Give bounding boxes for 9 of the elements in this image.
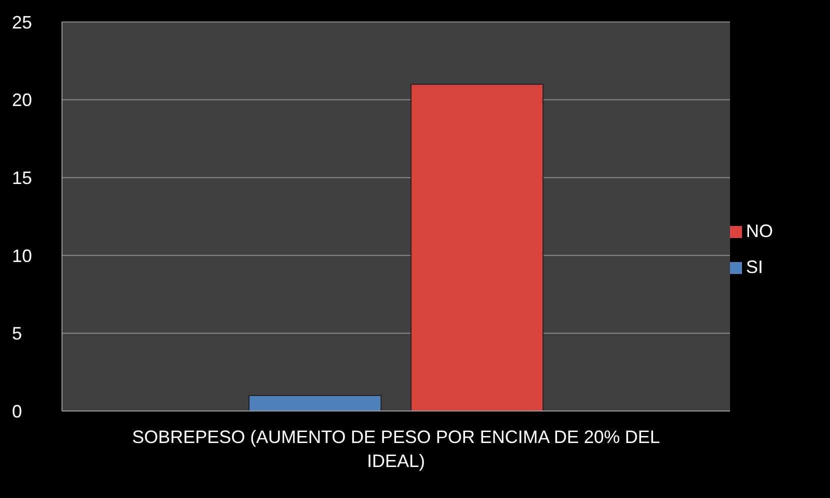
legend-label: NO <box>746 221 773 241</box>
y-tick-label: 0 <box>12 401 22 422</box>
y-tick-label: 10 <box>12 246 32 266</box>
legend-label: SI <box>746 257 764 277</box>
y-tick-label: 25 <box>12 12 32 32</box>
y-tick-label: 15 <box>12 168 32 188</box>
y-tick-label: 20 <box>12 90 32 110</box>
y-tick-label: 5 <box>12 324 22 344</box>
x-tick-label: SOBREPESO (AUMENTO DE PESO POR ENCIMA DE 20% DEL IDEAL) <box>132 427 660 471</box>
